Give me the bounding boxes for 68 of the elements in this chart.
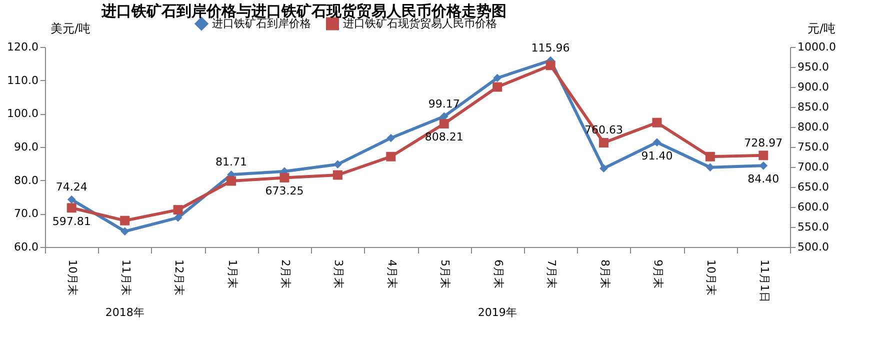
data-label: 808.21 [424,130,464,144]
x-tick-label: 4月末 [385,260,398,288]
y-tick-label: 80.0 [14,174,38,187]
point [173,205,183,215]
point [652,118,662,128]
y-tick-label: 110.0 [7,74,38,87]
point [546,60,556,70]
data-label: 115.96 [531,41,570,54]
data-label: 81.71 [216,156,247,169]
point [66,203,76,213]
data-label: 597.81 [52,214,91,228]
data-label: 728.97 [744,136,783,150]
point [493,74,502,82]
data-label: 673.25 [265,184,304,198]
point [120,216,130,226]
y-tick-label: 90.0 [14,140,38,154]
y2-tick-label: 650.0 [798,180,829,194]
point [332,170,342,180]
point [439,118,449,128]
x-tick-label: 11月末 [119,260,132,296]
y2-tick-label: 500.0 [798,240,829,254]
x-tick-label: 10月末 [704,260,718,296]
data-label: 99.17 [428,97,460,110]
point [600,164,608,173]
point [492,82,502,92]
y-tick-label: 100.0 [7,107,38,120]
x-tick-label: 6月末 [492,260,505,288]
data-label: 91.40 [641,149,673,162]
x-tick-label: 9月末 [651,260,664,288]
y-axis-title: 美元/吨 [50,22,91,36]
point [333,160,342,169]
y-tick-label: 60.0 [14,240,38,254]
x-tick-label: 3月末 [332,260,346,288]
point [120,227,130,236]
point [386,152,396,162]
point [226,176,236,186]
y2-tick-label: 600.0 [798,200,829,214]
y2-tick-label: 850.0 [798,100,829,114]
data-label: 74.24 [56,180,88,194]
point [652,138,662,147]
x-tick-label: 7月末 [545,260,558,288]
point [599,138,608,148]
x-tick-label: 1月末 [226,260,239,288]
x-tick-label: 11月1日 [758,260,771,302]
y-tick-label: 70.0 [14,207,38,220]
y2-tick-label: 700.0 [798,160,829,174]
x-tick-label: 8月末 [598,260,612,288]
text: 2018年 [105,306,144,319]
y2-tick-label: 900.0 [798,80,829,94]
point [758,150,768,160]
point [706,163,714,172]
point [705,152,715,162]
data-label: 84.40 [748,172,780,186]
x-tick-label: 10月末 [66,260,80,296]
x-tick-label: 12月末 [172,260,186,296]
x-tick-label: 5月末 [438,260,452,288]
y2-tick-label: 950.0 [798,60,829,74]
y2-tick-label: 800.0 [798,120,829,134]
point [386,134,396,142]
text: 2019年 [478,306,517,319]
y2-tick-label: 550.0 [798,220,829,234]
point [280,172,290,182]
point [67,195,76,204]
y2-tick-label: 750.0 [798,140,829,154]
y-tick-label: 120.0 [7,40,38,54]
x-tick-label: 2月末 [278,260,292,288]
y2-tick-label: 1000.0 [798,40,836,54]
y2-axis-title: 元/吨 [807,22,836,36]
